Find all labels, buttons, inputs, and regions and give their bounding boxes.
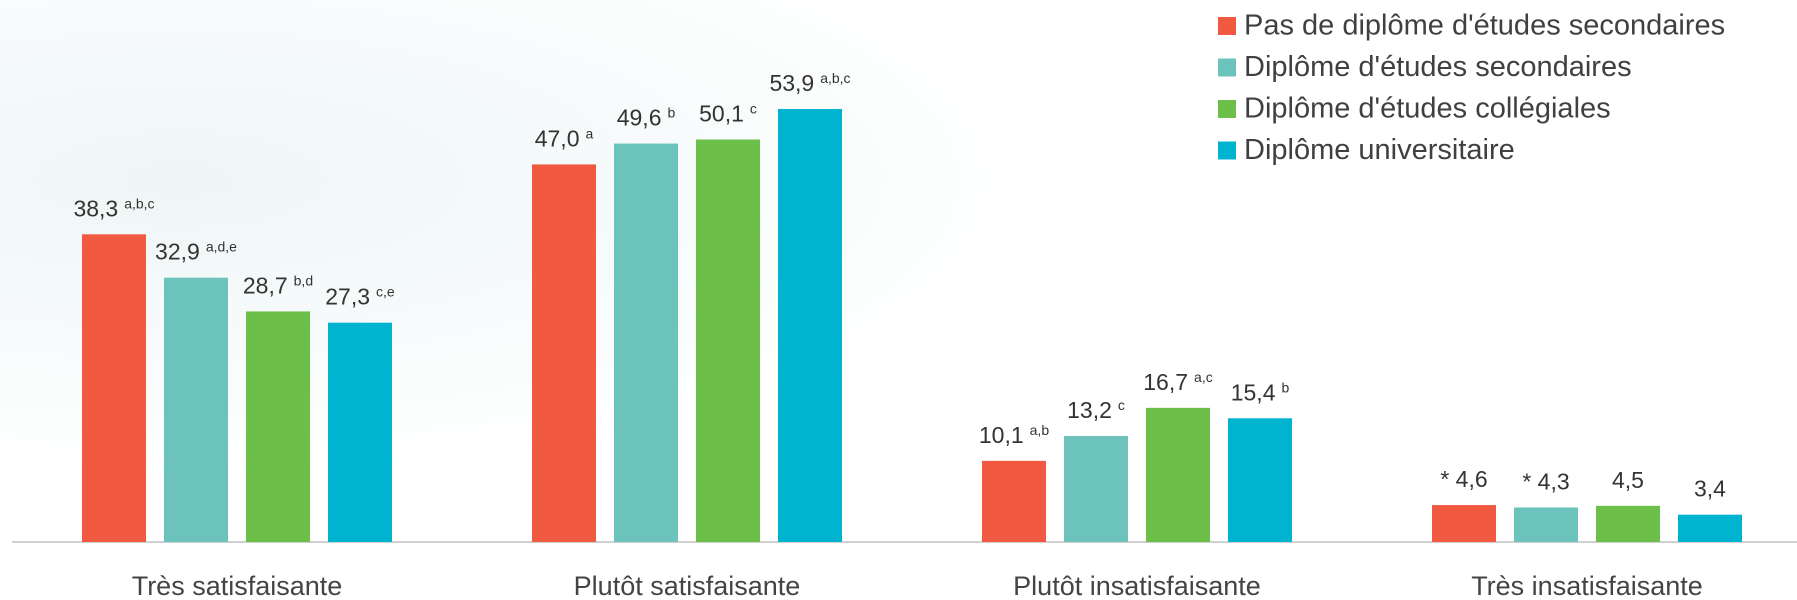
data-label: 38,3 a,b,c	[73, 195, 154, 221]
value-label: * 4,6	[1440, 466, 1487, 492]
legend-label: Diplôme d'études secondaires	[1244, 51, 1632, 83]
legend-swatch	[1218, 58, 1236, 77]
value-label: 53,9	[769, 70, 814, 96]
bar	[164, 277, 228, 542]
value-label: 50,1	[699, 101, 744, 127]
bar	[1146, 407, 1210, 542]
data-label: 53,9 a,b,c	[769, 70, 850, 96]
data-label: 10,1 a,b	[979, 422, 1049, 448]
data-label: 47,0 a	[535, 125, 594, 151]
data-label: 32,9 a,d,e	[155, 238, 237, 264]
x-tick-label: Plutôt insatisfaisante	[1013, 571, 1261, 600]
data-label: 15,4 b	[1231, 379, 1290, 405]
legend-swatch	[1218, 17, 1236, 35]
data-label: 4,5	[1612, 467, 1644, 493]
data-label: * 4,3	[1522, 469, 1569, 495]
value-note: c,e	[376, 283, 395, 299]
value-label: 4,5	[1612, 467, 1644, 493]
value-label: 16,7	[1143, 369, 1188, 395]
legend-label: Diplôme universitaire	[1244, 134, 1515, 166]
value-label: 27,3	[325, 284, 370, 310]
bar	[778, 109, 842, 542]
value-note: a,c	[1194, 369, 1213, 385]
value-label: 15,4	[1231, 379, 1276, 405]
value-label: 10,1	[979, 422, 1024, 448]
data-label: 49,6 b	[617, 104, 676, 130]
bar	[1678, 514, 1742, 542]
legend-swatch	[1218, 100, 1236, 118]
bar	[328, 322, 392, 542]
data-label: 16,7 a,c	[1143, 369, 1212, 395]
legend-swatch	[1218, 141, 1236, 160]
value-label: 38,3	[73, 195, 118, 221]
value-note: a,d,e	[206, 238, 237, 254]
data-label: * 4,6	[1440, 466, 1487, 492]
data-label: 3,4	[1694, 476, 1726, 502]
value-note: a	[585, 125, 593, 141]
value-note: b	[667, 104, 675, 120]
bar	[1432, 505, 1496, 542]
bar	[1514, 507, 1578, 542]
value-note: c	[750, 100, 757, 116]
data-label: 13,2 c	[1067, 397, 1125, 423]
value-note: b,d	[294, 272, 313, 288]
legend-label: Diplôme d'études collégiales	[1244, 93, 1611, 125]
bar	[614, 143, 678, 543]
bar	[1064, 435, 1128, 542]
data-label: 27,3 c,e	[325, 283, 395, 309]
value-note: a,b	[1030, 422, 1050, 438]
bar	[532, 164, 596, 542]
value-label: 28,7	[243, 273, 288, 299]
x-tick-label: Très satisfaisante	[132, 571, 343, 600]
value-label: 49,6	[617, 105, 662, 131]
bar	[1596, 505, 1660, 542]
value-note: a,b,c	[820, 70, 850, 86]
bar	[696, 139, 760, 542]
value-label: 3,4	[1694, 476, 1726, 502]
value-note: a,b,c	[124, 195, 154, 211]
value-note: b	[1281, 379, 1289, 395]
bar	[1228, 418, 1292, 542]
value-label: * 4,3	[1522, 469, 1569, 495]
data-label: 50,1 c	[699, 100, 757, 126]
data-label: 28,7 b,d	[243, 272, 313, 298]
bar	[82, 234, 146, 542]
legend-label: Pas de diplôme d'études secondaires	[1244, 10, 1725, 42]
bar	[982, 460, 1046, 542]
value-label: 32,9	[155, 239, 200, 265]
value-label: 13,2	[1067, 397, 1112, 423]
value-label: 47,0	[535, 126, 580, 152]
x-tick-label: Très insatisfaisante	[1471, 571, 1703, 600]
bar	[246, 311, 310, 542]
x-tick-label: Plutôt satisfaisante	[574, 571, 801, 600]
value-note: c	[1118, 397, 1125, 413]
